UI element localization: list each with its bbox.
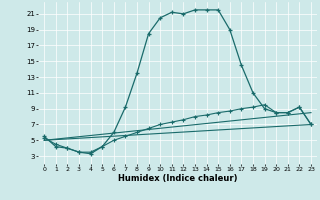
X-axis label: Humidex (Indice chaleur): Humidex (Indice chaleur) [118,174,237,183]
